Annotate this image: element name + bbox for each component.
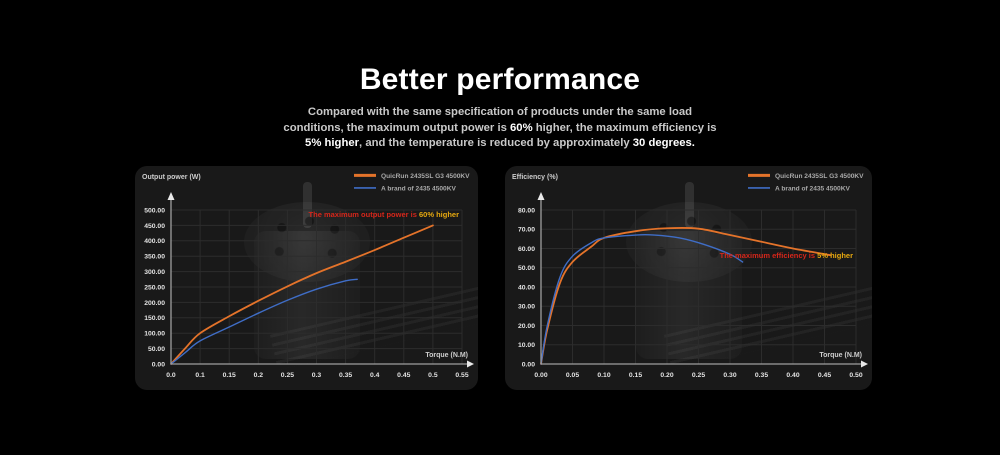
subtitle: Compared with the same specification of …	[283, 105, 717, 152]
svg-text:0.00: 0.00	[522, 361, 535, 368]
svg-text:Output power (W): Output power (W)	[142, 174, 201, 181]
svg-text:200.00: 200.00	[144, 300, 165, 307]
svg-text:0.35: 0.35	[755, 372, 768, 379]
svg-text:450.00: 450.00	[144, 223, 165, 230]
svg-text:0.15: 0.15	[629, 372, 642, 379]
svg-text:0.40: 0.40	[786, 372, 799, 379]
svg-text:0.5: 0.5	[428, 372, 438, 379]
svg-text:0.0: 0.0	[166, 372, 176, 379]
svg-text:300.00: 300.00	[144, 269, 165, 276]
svg-text:Efficiency (%): Efficiency (%)	[512, 174, 558, 181]
chart-annotation: The maximum output power is 60% higher	[309, 210, 460, 219]
svg-text:QuicRun 2435SL G3 4500KV: QuicRun 2435SL G3 4500KV	[381, 173, 470, 180]
svg-text:0.30: 0.30	[723, 372, 736, 379]
subtitle-highlight: 30 degrees.	[632, 137, 695, 149]
chart-panel-efficiency: 0.00 0.05 0.10 0.15 0.20 0.25 0.30 0.35 0.40 0.45…	[505, 166, 872, 390]
chart-panel-output-power: 0.0 0.1 0.15 0.2 0.25 0.3 0.35 0.4 0.45 0.5 0.55 0.…	[135, 166, 478, 390]
svg-text:0.15: 0.15	[223, 372, 236, 379]
svg-text:0.10: 0.10	[597, 372, 610, 379]
svg-text:100.00: 100.00	[144, 331, 165, 338]
svg-text:0.45: 0.45	[818, 372, 831, 379]
subtitle-text: Compared with the same specification of …	[283, 106, 693, 134]
header: Better performance Compared with the sam…	[0, 0, 1000, 152]
svg-text:0.35: 0.35	[339, 372, 352, 379]
svg-text:150.00: 150.00	[144, 315, 165, 322]
svg-text:250.00: 250.00	[144, 284, 165, 291]
svg-text:0.50: 0.50	[849, 372, 862, 379]
svg-text:QuicRun 2435SL G3 4500KV: QuicRun 2435SL G3 4500KV	[775, 173, 864, 180]
svg-text:0.4: 0.4	[370, 372, 380, 379]
svg-text:80.00: 80.00	[518, 207, 535, 214]
svg-text:Torque (N.M): Torque (N.M)	[425, 352, 468, 359]
chart-annotation: The maximum efficiency is 5% higher	[720, 251, 853, 260]
svg-text:40.00: 40.00	[518, 284, 535, 291]
svg-text:20.00: 20.00	[518, 323, 535, 330]
svg-text:0.25: 0.25	[281, 372, 294, 379]
svg-text:0.2: 0.2	[254, 372, 264, 379]
svg-text:70.00: 70.00	[518, 227, 535, 234]
svg-text:A brand of 2435 4500KV: A brand of 2435 4500KV	[381, 186, 456, 193]
svg-text:400.00: 400.00	[144, 238, 165, 245]
svg-text:0.00: 0.00	[152, 361, 165, 368]
subtitle-text: , and the temperature is reduced by appr…	[359, 137, 633, 149]
svg-text:500.00: 500.00	[144, 207, 165, 214]
svg-text:0.45: 0.45	[397, 372, 410, 379]
subtitle-highlight: 60%	[510, 121, 533, 134]
svg-text:0.00: 0.00	[534, 372, 547, 379]
svg-text:30.00: 30.00	[518, 304, 535, 311]
svg-text:50.00: 50.00	[148, 346, 165, 353]
svg-text:0.3: 0.3	[312, 372, 322, 379]
output-power-chart: 0.0 0.1 0.15 0.2 0.25 0.3 0.35 0.4 0.45 0.5 0.55 0.…	[142, 173, 474, 379]
subtitle-highlight: 5% higher	[305, 137, 360, 149]
svg-text:50.00: 50.00	[518, 265, 535, 272]
svg-text:350.00: 350.00	[144, 254, 165, 261]
page-title: Better performance	[359, 63, 641, 96]
efficiency-chart: 0.00 0.05 0.10 0.15 0.20 0.25 0.30 0.35 0.40 0.45…	[512, 173, 868, 379]
subtitle-text: higher, the maximum efficiency is	[532, 121, 717, 134]
svg-text:0.1: 0.1	[195, 372, 205, 379]
svg-text:0.25: 0.25	[692, 372, 705, 379]
svg-text:10.00: 10.00	[518, 342, 535, 349]
svg-text:0.55: 0.55	[455, 372, 468, 379]
svg-text:0.05: 0.05	[566, 372, 579, 379]
svg-text:0.20: 0.20	[660, 372, 673, 379]
svg-text:A brand of 2435 4500KV: A brand of 2435 4500KV	[775, 186, 850, 193]
svg-text:Torque (N.M): Torque (N.M)	[819, 352, 862, 359]
svg-text:60.00: 60.00	[518, 246, 535, 253]
